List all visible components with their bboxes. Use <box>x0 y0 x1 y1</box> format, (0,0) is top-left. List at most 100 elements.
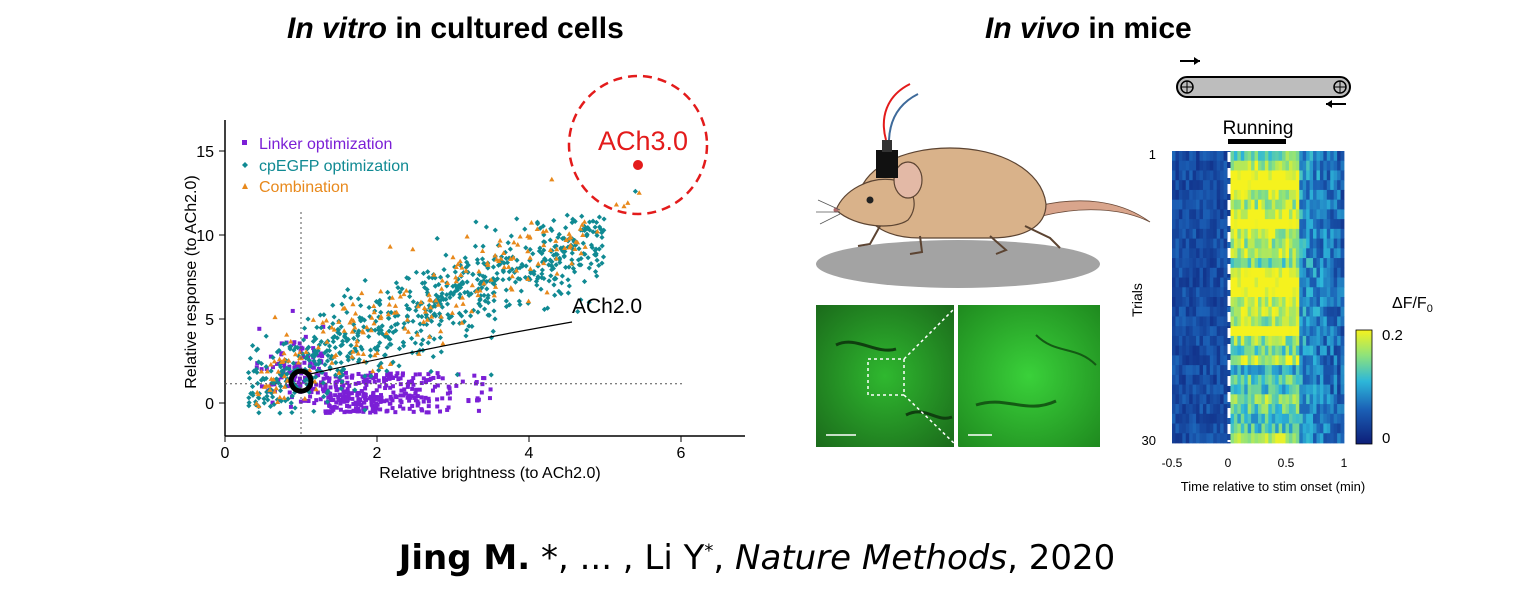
heatmap-cell <box>1213 228 1218 239</box>
scatter-point <box>564 212 570 218</box>
scatter-point <box>337 374 343 380</box>
heatmap-cell <box>1244 248 1249 259</box>
heatmap-cell <box>1223 423 1228 434</box>
heatmap-cell <box>1192 258 1197 269</box>
heatmap-cell <box>1247 297 1252 308</box>
heatmap-cell <box>1199 287 1204 298</box>
x-tick-label: 6 <box>677 445 686 462</box>
heatmap-cell <box>1185 287 1190 298</box>
y-tick-label: 10 <box>196 228 214 245</box>
heatmap-cell <box>1237 267 1242 278</box>
heatmap-cell <box>1223 365 1228 376</box>
scatter-point <box>520 263 526 269</box>
heatmap-cell <box>1182 248 1187 259</box>
scatter-point <box>452 282 458 288</box>
scatter-point <box>358 302 364 309</box>
heatmap-cell <box>1233 189 1238 201</box>
scatter-point <box>498 256 504 261</box>
heatmap-cell <box>1175 180 1180 191</box>
heatmap-cell <box>1295 160 1300 171</box>
heatmap-cell <box>1206 297 1211 308</box>
heatmap-cell <box>1313 219 1317 230</box>
heatmap-cell <box>1261 238 1266 249</box>
heatmap-cell <box>1244 209 1249 220</box>
heatmap-cell <box>1271 433 1276 444</box>
heatmap-cell <box>1199 277 1204 288</box>
scatter-point <box>479 256 486 262</box>
scatter-point <box>328 396 333 401</box>
scatter-point <box>374 346 380 352</box>
heatmap-cell <box>1316 287 1321 298</box>
heatmap-cell <box>1285 326 1290 337</box>
heatmap-cell <box>1182 180 1187 191</box>
heatmap-cell <box>1209 160 1214 171</box>
scatter-point <box>272 389 278 394</box>
heatmap-cell <box>1261 180 1266 191</box>
heatmap-cell <box>1213 326 1218 337</box>
heatmap-cell <box>1254 199 1259 210</box>
scatter-point <box>419 381 424 386</box>
scatter-point <box>384 383 389 388</box>
heatmap-cell <box>1196 219 1200 230</box>
scatter-point <box>417 372 422 377</box>
scatter-point <box>365 373 370 378</box>
heatmap-cell <box>1309 297 1314 308</box>
heatmap-cell <box>1240 277 1245 288</box>
scatter-point <box>306 357 312 363</box>
heatmap-cell <box>1299 374 1304 385</box>
heatmap-cell <box>1337 365 1341 376</box>
scatter-point <box>261 400 267 406</box>
scatter-point <box>401 320 407 327</box>
scatter-point <box>429 275 435 281</box>
scatter-point <box>371 303 377 308</box>
heatmap-cell <box>1237 365 1242 376</box>
scatter-point <box>390 329 396 336</box>
heatmap-cell <box>1278 287 1283 298</box>
heatmap-cell <box>1337 423 1341 434</box>
heatmap-cell <box>1292 209 1297 220</box>
scatter-point <box>369 399 374 404</box>
heatmap-cell <box>1223 384 1228 395</box>
scatter-point <box>548 226 554 232</box>
heatmap-cell <box>1202 423 1207 434</box>
heatmap-cell <box>1237 404 1242 415</box>
heatmap-cell <box>1319 335 1324 347</box>
heatmap-cell <box>1258 345 1262 356</box>
scatter-point <box>305 316 311 322</box>
heatmap-cell <box>1316 199 1321 210</box>
scatter-point <box>318 325 324 331</box>
scatter-point <box>517 301 523 308</box>
heatmap-cell <box>1237 199 1242 210</box>
heatmap-cell <box>1223 267 1228 278</box>
scatter-point <box>414 300 421 307</box>
heatmap-cell <box>1220 365 1224 376</box>
scatter-point <box>398 404 403 409</box>
heatmap-cell <box>1178 413 1183 424</box>
scatter-point <box>255 391 262 397</box>
heatmap-cell <box>1178 209 1183 220</box>
scatter-point <box>621 203 627 209</box>
scatter-point <box>308 394 313 399</box>
scatter-point <box>333 384 338 389</box>
heatmap-cell <box>1295 335 1300 347</box>
scatter-point <box>361 379 366 384</box>
scatter-point <box>600 254 607 260</box>
scatter-point <box>559 280 565 286</box>
heatmap-cell <box>1223 180 1228 191</box>
heatmap-cell <box>1206 180 1211 191</box>
y-tick-label: 0 <box>205 396 214 413</box>
scatter-point <box>369 402 374 407</box>
citation: Jing M. *, ... , Li Y*, Nature Methods, … <box>398 538 1116 578</box>
heatmap-cell <box>1178 365 1183 376</box>
scatter-point <box>281 350 287 356</box>
heatmap-cell <box>1330 345 1335 356</box>
scatter-point <box>435 397 440 402</box>
heatmap-cell <box>1323 228 1328 239</box>
heatmap-cell <box>1326 219 1331 230</box>
scatter-point <box>525 248 531 254</box>
scatter-point <box>410 318 416 324</box>
scatter-point <box>426 404 431 409</box>
heatmap-cell <box>1337 345 1341 356</box>
scatter-point <box>371 375 376 380</box>
scatter-point <box>338 324 344 330</box>
